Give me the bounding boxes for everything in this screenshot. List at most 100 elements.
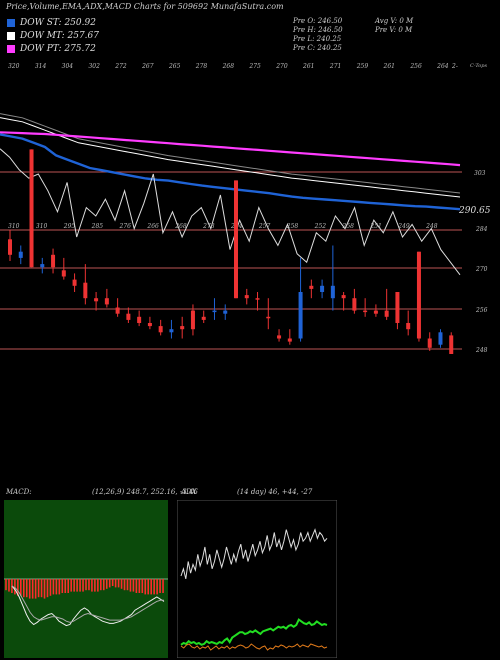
candle-body <box>18 251 23 258</box>
top-tick-label: 272 <box>114 63 127 70</box>
mid-tick-label: 258 <box>342 223 355 230</box>
pre-high: Pre H: 246.50 <box>293 26 343 34</box>
dow-mt-label: DOW MT: 257.67 <box>20 31 99 41</box>
macd-line <box>11 585 165 627</box>
top-tick-label: 314 <box>35 63 47 70</box>
top-tick-label: 261 <box>383 63 395 70</box>
dow-pt-label: DOW PT: 275.72 <box>20 44 96 54</box>
candle-body <box>341 295 346 299</box>
top-tick-label: 278 <box>195 63 208 70</box>
legend-dow-mt: DOW MT: 257.67 <box>6 29 99 43</box>
adx-header: ADX <box>181 488 197 496</box>
candle-body <box>126 313 131 320</box>
dow-mt-swatch <box>6 31 16 41</box>
candle-body <box>51 254 56 268</box>
candle-body <box>330 285 335 299</box>
candle-body <box>169 329 174 333</box>
candle-body <box>223 310 228 314</box>
candle-body <box>438 332 443 345</box>
adx-background <box>177 500 337 658</box>
pre-close: Pre C: 240.25 <box>293 44 342 52</box>
mid-tick-label: 251 <box>369 223 381 230</box>
top-tick-label: 271 <box>329 63 341 70</box>
candle-body <box>201 316 206 320</box>
candle-body <box>104 298 109 305</box>
mid-tick-label: 252 <box>314 223 327 230</box>
candle-body <box>427 338 432 348</box>
mid-tick-label: 249 <box>397 223 410 230</box>
adx-plus-di-line <box>180 528 328 580</box>
candle-body <box>298 292 303 339</box>
candle-body <box>29 149 34 268</box>
adx-params: (14 day) 46, +44, -27 <box>237 488 313 496</box>
candle-body <box>115 307 120 314</box>
mid-tick-label: 276 <box>119 223 132 230</box>
y-axis-label: 248 <box>475 347 488 354</box>
pre-low: Pre L: 240.25 <box>293 35 342 43</box>
top-tick-label: 270 <box>275 63 288 70</box>
candle-body <box>244 295 249 299</box>
mid-tick-label: 258 <box>286 223 299 230</box>
candle-body <box>266 316 271 319</box>
dow-pt-swatch <box>6 44 16 54</box>
top-tick-label: 265 <box>168 63 181 70</box>
avg-volume: Avg V: 0 M <box>375 17 414 25</box>
chart-header: Price,Volume,EMA,ADX,MACD Charts for 509… <box>0 0 500 62</box>
candle-body <box>8 239 12 255</box>
candle-body <box>180 326 185 330</box>
ema-mt-upper-line <box>0 113 461 194</box>
candle-body <box>212 310 217 313</box>
candle-body <box>416 251 421 339</box>
dow-st-label: DOW ST: 250.92 <box>20 18 96 28</box>
candle-body <box>147 323 152 327</box>
top-tick-label: 256 <box>409 63 422 70</box>
candle-body <box>352 298 357 311</box>
legend-dow-st: DOW ST: 250.92 <box>6 16 96 30</box>
top-tick-label: 259 <box>356 63 369 70</box>
y-axis-label: 270 <box>475 266 488 273</box>
chart-title: Price,Volume,EMA,ADX,MACD Charts for 509… <box>6 2 284 11</box>
macd-chart <box>4 500 168 658</box>
mid-tick-label: 266 <box>146 223 159 230</box>
mid-tick-label: 310 <box>8 223 20 230</box>
top-tick-label: 264 <box>436 63 449 70</box>
mid-tick-label: 285 <box>91 223 104 230</box>
candle-body <box>309 285 314 289</box>
adx-line <box>180 643 328 651</box>
macd-params: (12,26,9) 248.7, 252.16, -3.46 <box>92 488 198 496</box>
mid-tick-label: 257 <box>258 223 271 230</box>
mid-tick-label: 295 <box>63 223 76 230</box>
mid-tick-label: 310 <box>36 223 48 230</box>
y-axis-label: 256 <box>475 307 488 314</box>
top-tick-label: 302 <box>88 63 100 70</box>
ema-st-line <box>0 133 461 211</box>
candle-body <box>287 338 292 342</box>
candle-body <box>449 335 454 354</box>
top-tick-label: 320 <box>8 63 20 70</box>
top-tick-label: 267 <box>141 63 154 70</box>
pre-volume: Pre V: 0 M <box>375 26 413 34</box>
candle-body <box>234 180 238 299</box>
y-axis-label: 303 <box>474 170 486 177</box>
candle-body <box>158 326 163 333</box>
top-tick-label: 261 <box>302 63 314 70</box>
candle-body <box>94 298 99 302</box>
legend-dow-pt: DOW PT: 275.72 <box>6 42 96 56</box>
mid-tick-label: 248 <box>425 223 438 230</box>
macd-signal-line <box>11 585 164 623</box>
ema-pt-line <box>0 131 461 167</box>
candle-body <box>190 310 195 330</box>
close-price-line <box>0 148 461 276</box>
candle-body <box>320 285 325 292</box>
candle-body <box>83 282 88 299</box>
candle-body <box>61 270 66 277</box>
y-axis-label: 284 <box>475 226 488 233</box>
candle-body <box>72 279 77 286</box>
adx-chart <box>177 500 337 658</box>
candle-body <box>40 264 45 268</box>
candle-body <box>255 298 260 300</box>
mid-tick-label: 278 <box>202 223 215 230</box>
candle-body <box>406 323 411 330</box>
price-chart: 320 314 304 302 272 267 265 278 268 275 270 261 271 2… <box>0 63 491 354</box>
adx-minus-di-line <box>180 618 328 646</box>
